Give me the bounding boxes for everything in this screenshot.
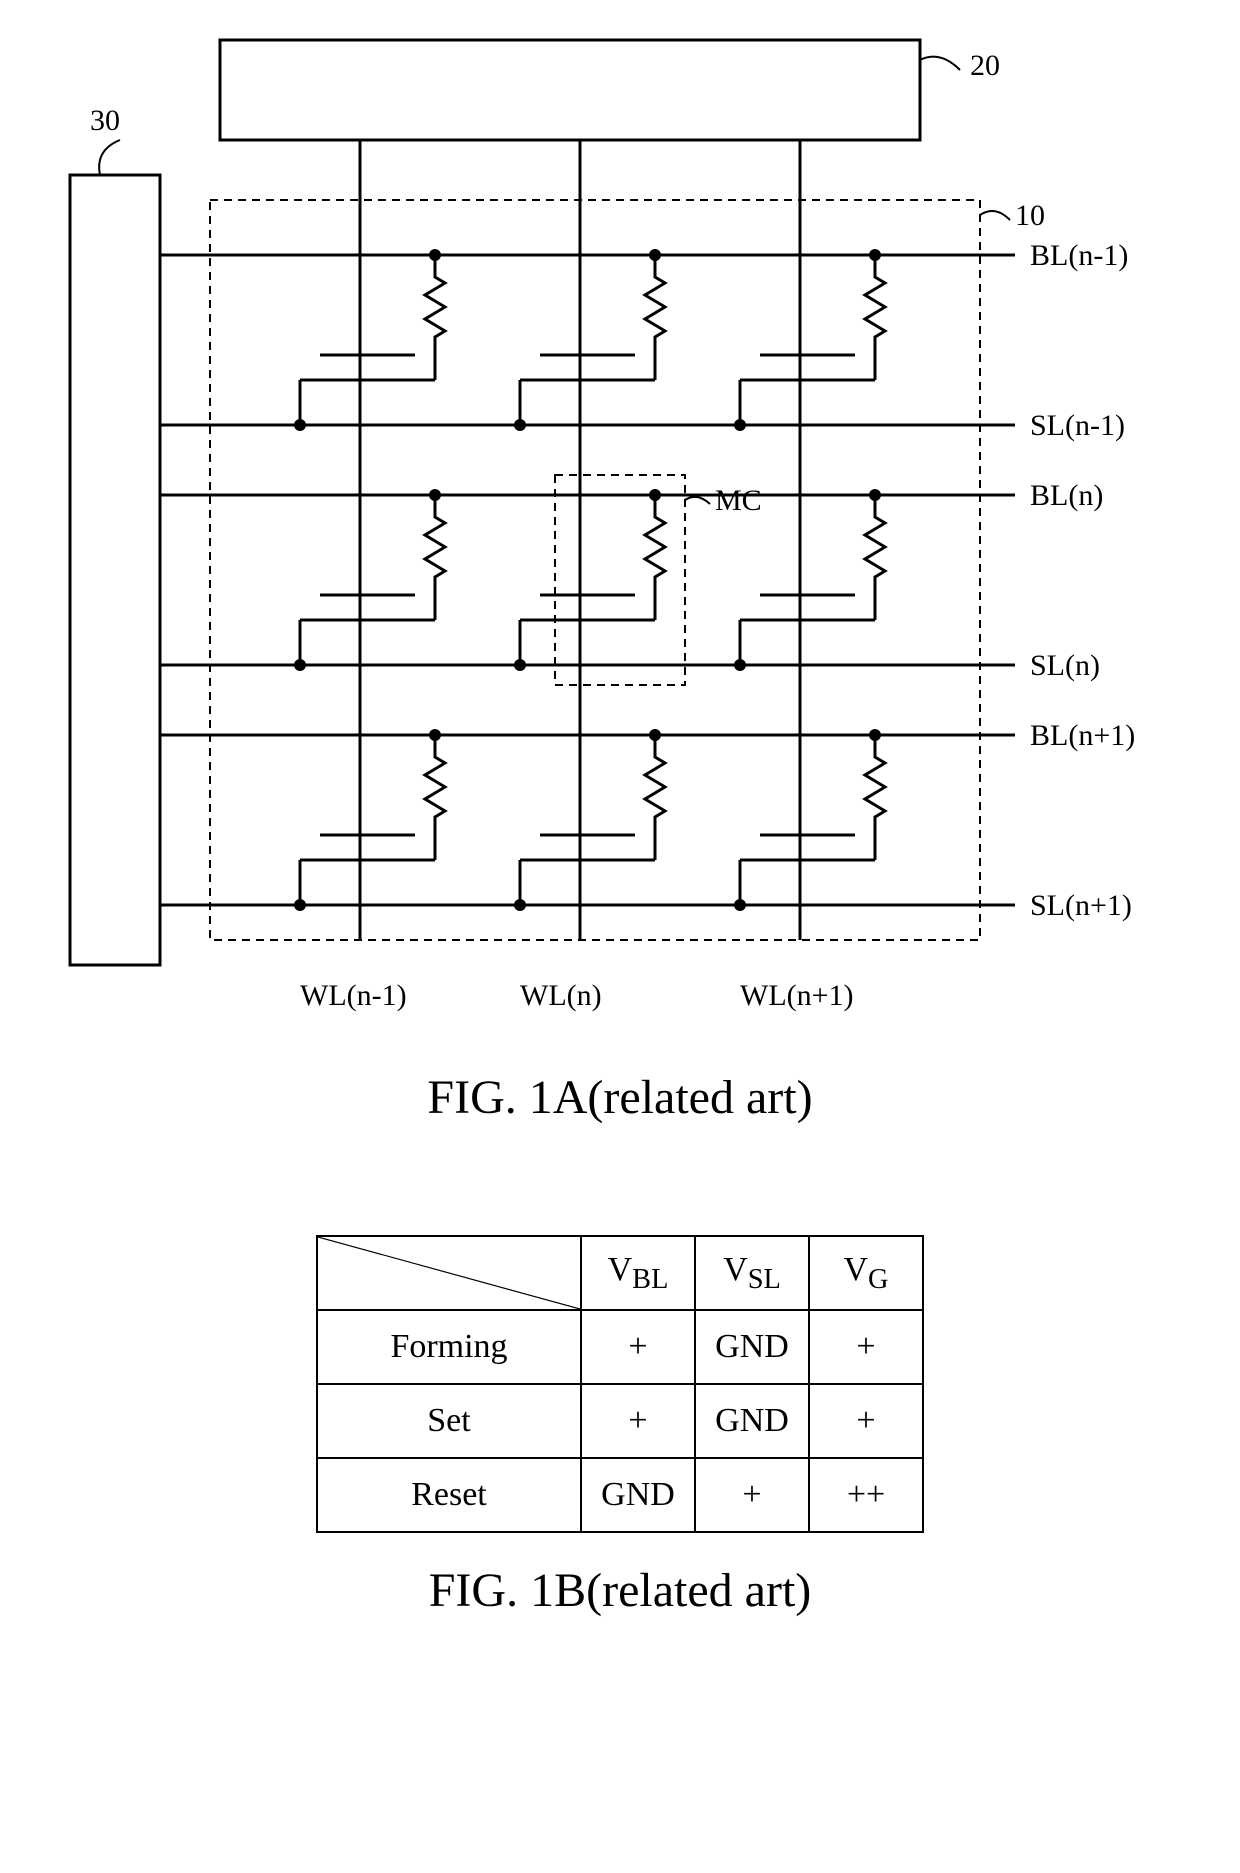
- svg-text:WL(n+1): WL(n+1): [740, 979, 854, 1012]
- svg-text:BL(n-1): BL(n-1): [1030, 239, 1128, 272]
- circuit-diagram: 20 30 10 MC BL(n-1) SL(n-1) BL(n) SL(n) BL(n+1) S…: [0, 0, 1240, 1080]
- table-corner: [317, 1236, 581, 1310]
- table-cell: +: [695, 1458, 809, 1532]
- svg-text:SL(n+1): SL(n+1): [1030, 889, 1132, 922]
- svg-text:WL(n): WL(n): [520, 979, 602, 1012]
- table-cell: GND: [581, 1458, 695, 1532]
- table-row-label: Reset: [317, 1458, 581, 1532]
- svg-text:SL(n): SL(n): [1030, 649, 1100, 682]
- table-cell: ++: [809, 1458, 923, 1532]
- svg-text:WL(n-1): WL(n-1): [300, 979, 407, 1012]
- svg-text:SL(n-1): SL(n-1): [1030, 409, 1125, 442]
- svg-text:30: 30: [90, 104, 120, 137]
- table-cell: GND: [695, 1384, 809, 1458]
- voltage-table: VBLVSLVGForming+GND+Set+GND+ResetGND+++: [316, 1235, 924, 1533]
- table-header: VBL: [581, 1236, 695, 1310]
- table-cell: +: [581, 1310, 695, 1384]
- svg-text:BL(n+1): BL(n+1): [1030, 719, 1135, 752]
- table-row-label: Forming: [317, 1310, 581, 1384]
- table-cell: +: [809, 1384, 923, 1458]
- svg-text:10: 10: [1015, 199, 1045, 232]
- figure-1b: VBLVSLVGForming+GND+Set+GND+ResetGND+++: [0, 1235, 1240, 1533]
- svg-text:MC: MC: [715, 484, 762, 517]
- figure-1b-caption: FIG. 1B(related art): [0, 1563, 1240, 1618]
- table-cell: +: [809, 1310, 923, 1384]
- table-row-label: Set: [317, 1384, 581, 1458]
- table-cell: GND: [695, 1310, 809, 1384]
- table-header: VSL: [695, 1236, 809, 1310]
- svg-text:BL(n): BL(n): [1030, 479, 1103, 512]
- figure-1a: 20 30 10 MC BL(n-1) SL(n-1) BL(n) SL(n) BL(n+1) S…: [0, 0, 1240, 1080]
- svg-text:20: 20: [970, 49, 1000, 82]
- table-cell: +: [581, 1384, 695, 1458]
- table-header: VG: [809, 1236, 923, 1310]
